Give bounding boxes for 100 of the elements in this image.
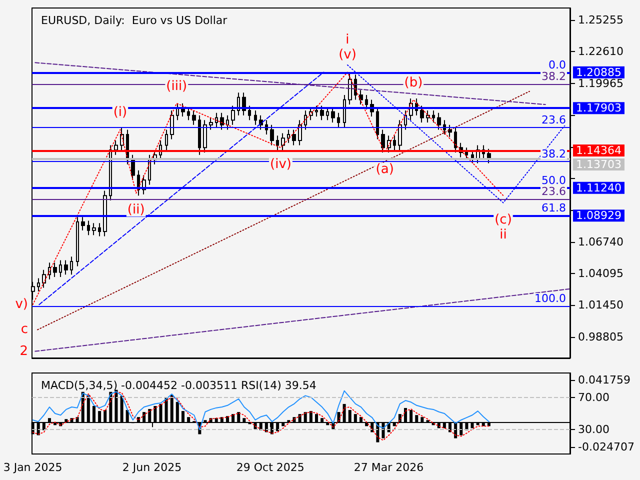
- candlestick: [376, 106, 379, 140]
- candlestick: [331, 106, 335, 124]
- annotation: 23.6: [542, 185, 566, 198]
- candlestick: [420, 105, 424, 124]
- candlestick: [454, 126, 457, 153]
- candlestick: [359, 90, 363, 106]
- annotation: ii: [500, 227, 507, 242]
- annotation: (iii): [166, 78, 188, 94]
- ref-line-label: 1.17903: [576, 102, 622, 115]
- candlestick: [198, 114, 201, 156]
- y-tick-label: 1.04095: [578, 266, 624, 280]
- candlestick: [165, 129, 168, 151]
- candlestick: [42, 269, 46, 288]
- candlestick: [437, 112, 441, 130]
- candlestick: [103, 190, 107, 237]
- annotation: (v): [338, 48, 356, 63]
- candlestick: [393, 135, 396, 151]
- candlestick: [64, 260, 68, 276]
- candlestick: [465, 147, 468, 160]
- y-tick-label: 0.98805: [578, 330, 624, 344]
- candlestick: [432, 110, 435, 124]
- candlestick: [381, 129, 385, 153]
- candlestick: [320, 105, 324, 121]
- candlestick: [281, 132, 285, 151]
- candlestick: [226, 114, 229, 130]
- text: EURUSD, Daily: Euro vs US Dollar: [41, 14, 228, 27]
- ref-line-label: 1.20885: [576, 66, 622, 79]
- x-tick-label: 3 Jan 2025: [3, 461, 62, 474]
- candlestick: [76, 216, 79, 267]
- annotation: (i): [113, 105, 128, 120]
- candlestick: [231, 105, 235, 126]
- annotation: (ii): [127, 202, 145, 218]
- annotation: c: [20, 322, 28, 338]
- annotation: 38.2: [542, 70, 566, 84]
- annotation: v): [15, 297, 28, 312]
- candlestick: [348, 72, 352, 106]
- candlestick: [53, 262, 57, 278]
- y-tick-label: 0.041759: [578, 374, 630, 386]
- candlestick: [215, 112, 218, 128]
- candlestick: [365, 94, 368, 110]
- line-series: [32, 390, 490, 430]
- annotation: 2: [20, 344, 28, 359]
- candlestick: [298, 120, 302, 146]
- ref-line-label: 1.08929: [576, 209, 622, 222]
- candlestick: [176, 102, 179, 121]
- y-tick-label: 1.06740: [578, 235, 624, 248]
- y-tick-label: -0.024707: [578, 440, 634, 454]
- candlestick: [270, 124, 274, 146]
- candlestick: [254, 110, 257, 126]
- y-tick-label: 1.01450: [578, 298, 624, 312]
- candlestick: [170, 110, 174, 140]
- candlestick: [209, 117, 213, 130]
- y2-tick-label: 30.00: [578, 423, 610, 436]
- ref-line-label: 1.11240: [576, 181, 622, 194]
- candlestick: [404, 110, 407, 130]
- candlestick: [426, 110, 430, 124]
- candlestick: [70, 256, 73, 276]
- y-tick-label: 1.22610: [578, 45, 624, 58]
- annotation: i: [346, 32, 350, 48]
- y-tick-label: 1.19965: [578, 76, 624, 90]
- ref-line-label: 1.13703: [576, 158, 622, 171]
- annotation: 50.0: [542, 174, 566, 187]
- candlestick: [192, 110, 196, 126]
- candlestick: [248, 105, 251, 121]
- annotation: 61.8: [542, 202, 566, 215]
- text: MACD(5,34,5) -0.004452 -0.003511 RSI(14) 39.54: [41, 379, 316, 392]
- candlestick: [220, 112, 224, 130]
- candlestick: [203, 120, 207, 153]
- line-series: [32, 391, 490, 441]
- y-tick-label: 1.25255: [578, 14, 624, 27]
- annotation: (c): [494, 212, 512, 228]
- candlestick: [448, 124, 452, 138]
- candlestick: [37, 278, 40, 292]
- candlestick: [326, 106, 329, 121]
- candlestick: [81, 216, 85, 231]
- annotation: 0.0: [548, 58, 566, 72]
- candlestick: [315, 105, 318, 118]
- annotation: (a): [376, 162, 394, 177]
- x-tick-label: 2 Jun 2025: [122, 461, 182, 474]
- candlestick: [187, 106, 190, 121]
- candlestick: [287, 129, 290, 144]
- candlestick: [92, 222, 96, 236]
- y2-tick-label: 70.00: [578, 390, 610, 404]
- annotation: 38.2: [542, 148, 566, 161]
- candlestick: [343, 94, 346, 128]
- candlestick: [98, 222, 101, 237]
- candlestick: [87, 220, 90, 236]
- candlestick: [59, 260, 62, 278]
- candlestick: [292, 129, 296, 146]
- candlestick: [398, 120, 402, 151]
- x-tick-label: 27 Mar 2026: [354, 461, 424, 474]
- ref-line-label: 1.14364: [576, 144, 622, 157]
- x-tick-label: 29 Oct 2025: [236, 461, 304, 474]
- candlestick: [276, 135, 279, 151]
- annotation: (iv): [270, 157, 292, 172]
- candlestick: [304, 110, 307, 130]
- candlestick: [114, 140, 118, 156]
- annotation: (b): [404, 75, 423, 90]
- annotation: 23.6: [542, 114, 566, 127]
- candlestick: [337, 112, 340, 128]
